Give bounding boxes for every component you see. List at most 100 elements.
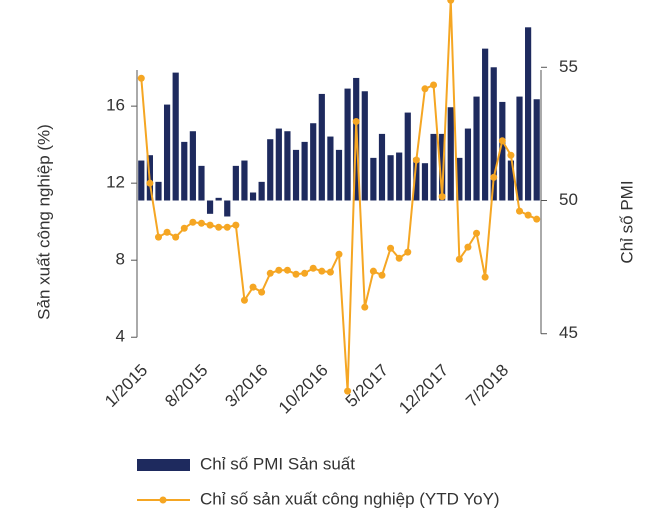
bar xyxy=(464,128,472,201)
line-marker xyxy=(189,218,197,226)
line-marker xyxy=(516,207,524,215)
line-marker xyxy=(172,233,180,241)
line-marker xyxy=(369,267,377,275)
line-marker xyxy=(473,229,481,237)
line-marker xyxy=(404,248,412,256)
x-tick-label: 3/2016 xyxy=(221,361,271,411)
bar xyxy=(327,136,334,201)
bar xyxy=(138,160,145,201)
bar xyxy=(533,99,540,201)
line-marker xyxy=(421,85,429,93)
line-marker xyxy=(335,250,343,258)
line-marker xyxy=(361,303,369,311)
bar xyxy=(206,200,214,214)
line-marker xyxy=(318,267,326,275)
plot-area xyxy=(137,0,541,395)
line-marker xyxy=(180,224,188,232)
x-tick-label: 7/2018 xyxy=(462,361,512,411)
bar xyxy=(378,133,386,201)
line-marker xyxy=(232,221,240,229)
bar xyxy=(198,165,205,201)
line-marker xyxy=(464,243,472,251)
bar xyxy=(516,96,523,201)
line-marker xyxy=(275,266,283,274)
bar xyxy=(507,160,515,201)
bar xyxy=(361,91,368,201)
y2-tick-label: 45 xyxy=(559,323,578,342)
bar xyxy=(284,131,291,201)
bar xyxy=(181,141,188,201)
y-tick-label: 12 xyxy=(106,173,125,192)
line-marker xyxy=(524,211,532,219)
bar xyxy=(335,149,343,201)
bar xyxy=(439,133,446,201)
line-marker xyxy=(197,219,205,227)
bar xyxy=(413,157,420,201)
bar xyxy=(482,48,489,201)
bar xyxy=(163,104,171,201)
line-marker xyxy=(507,151,515,159)
line-marker xyxy=(387,244,395,252)
line-marker xyxy=(326,268,334,276)
bar xyxy=(421,163,429,201)
line-marker xyxy=(292,270,300,278)
bar xyxy=(490,67,497,201)
x-tick-label: 8/2015 xyxy=(161,361,211,411)
line-marker xyxy=(533,215,541,223)
y2-tick-label: 55 xyxy=(559,57,578,76)
line-marker xyxy=(215,223,223,231)
bar xyxy=(396,152,403,201)
line-marker xyxy=(430,81,438,89)
line-marker xyxy=(223,223,231,231)
line-marker xyxy=(283,266,291,274)
bar xyxy=(525,27,532,201)
line-marker xyxy=(146,179,154,187)
bar xyxy=(404,112,411,201)
legend-swatch xyxy=(137,459,190,471)
line-marker xyxy=(249,283,257,291)
line-marker xyxy=(352,118,360,126)
bar xyxy=(447,107,454,201)
line-marker xyxy=(498,137,506,145)
legend-label: Chỉ số PMI Sản suất xyxy=(200,454,355,473)
line-marker xyxy=(412,156,420,164)
line-marker xyxy=(154,233,162,241)
bar xyxy=(310,123,317,201)
bar xyxy=(275,128,282,201)
bar xyxy=(456,157,463,201)
line-marker xyxy=(378,271,386,279)
x-tick-label: 1/2015 xyxy=(101,361,151,411)
line-marker xyxy=(266,269,274,277)
bar xyxy=(499,101,506,201)
bar xyxy=(267,139,274,201)
bar xyxy=(387,155,394,201)
line-marker xyxy=(137,74,145,82)
bar xyxy=(249,192,257,201)
line-marker xyxy=(301,269,309,277)
bar xyxy=(344,88,351,201)
y-tick-label: 16 xyxy=(106,96,125,115)
bar xyxy=(430,133,437,201)
bar xyxy=(215,197,222,201)
bar xyxy=(172,72,179,201)
bar xyxy=(318,93,325,201)
bar xyxy=(155,181,162,201)
line-marker xyxy=(344,387,352,395)
line-marker xyxy=(447,0,455,4)
y-axis-title: Sản xuất công nghiệp (%) xyxy=(34,124,53,320)
y-tick-label: 4 xyxy=(116,327,125,346)
legend-label: Chỉ số sản xuất công nghiệp (YTD YoY) xyxy=(200,489,500,508)
line-marker xyxy=(455,255,463,263)
bar xyxy=(292,149,300,201)
line-marker xyxy=(481,273,489,281)
bar xyxy=(301,141,308,201)
line-marker xyxy=(258,288,266,296)
x-tick-label: 12/2017 xyxy=(395,361,452,418)
line-marker xyxy=(438,193,446,201)
line-marker xyxy=(240,296,248,304)
line-marker xyxy=(309,264,317,272)
line-marker xyxy=(395,254,403,262)
bar xyxy=(224,200,231,217)
y-tick-label: 8 xyxy=(116,250,125,269)
